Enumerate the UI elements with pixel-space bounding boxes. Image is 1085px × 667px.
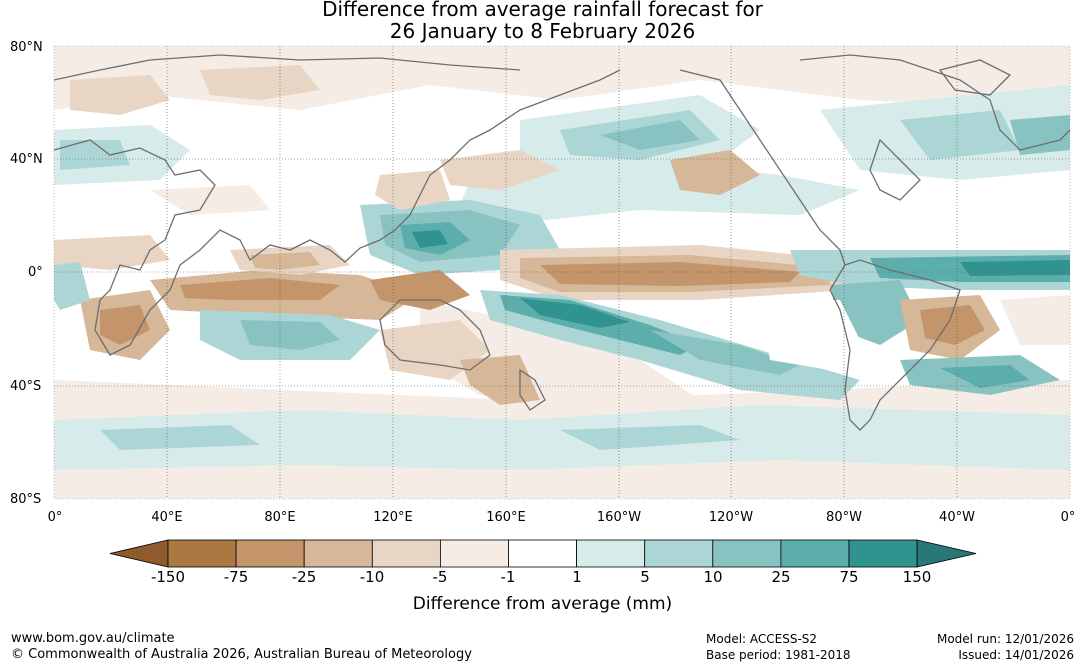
colorbar-swatch	[508, 539, 577, 568]
lon-label-40w: 40°W	[939, 510, 975, 525]
colorbar-tick: -10	[359, 568, 385, 586]
colorbar-tick: -150	[150, 568, 186, 586]
colorbar-swatch	[303, 539, 373, 568]
colorbar-tick: -1	[500, 568, 516, 586]
footer-model-run: Model run: 12/01/2026	[936, 632, 1074, 646]
colorbar-swatch	[235, 539, 305, 568]
lat-label-80s: 80°S	[10, 492, 42, 507]
colorbar-tick: 10	[703, 568, 723, 586]
colorbar-title: Difference from average (mm)	[412, 594, 673, 614]
colorbar-tick: -25	[291, 568, 317, 586]
lon-label-0: 0°	[47, 510, 63, 525]
lon-label-160e: 160°E	[486, 510, 526, 525]
lon-label-120w: 120°W	[708, 510, 754, 525]
colorbar-tick: 75	[839, 568, 859, 586]
colorbar-swatch	[848, 539, 918, 568]
colorbar-tick: 1	[572, 568, 582, 586]
lat-label-equator: 0°	[28, 265, 43, 280]
map-title-line-2: 26 January to 8 February 2026	[389, 19, 696, 43]
colorbar-tick: 25	[771, 568, 791, 586]
lat-label-80n: 80°N	[10, 40, 43, 55]
graticule	[54, 46, 1070, 499]
lon-label-160w: 160°W	[596, 510, 642, 525]
lon-label-0-east: 0°	[1060, 510, 1076, 525]
footer-copyright: © Commonwealth of Australia 2026, Austra…	[11, 647, 472, 662]
colorbar-swatch	[371, 539, 441, 568]
colorbar-swatch	[644, 539, 714, 568]
colorbar	[109, 539, 977, 568]
colorbar-extend-high	[916, 539, 977, 568]
lon-label-80w: 80°W	[826, 510, 862, 525]
colorbar-swatch	[439, 539, 509, 568]
colorbar-swatch	[167, 539, 237, 568]
colorbar-tick: 150	[902, 568, 932, 586]
footer-issued: Issued: 14/01/2026	[958, 648, 1074, 662]
colorbar-swatch	[780, 539, 850, 568]
colorbar-swatch	[712, 539, 782, 568]
lon-label-120e: 120°E	[373, 510, 413, 525]
colorbar-swatch	[576, 539, 646, 568]
anomaly-field	[54, 46, 1070, 499]
footer-url: www.bom.gov.au/climate	[11, 631, 175, 646]
lon-label-40e: 40°E	[151, 510, 183, 525]
coastlines	[53, 54, 1071, 431]
footer-base-period: Base period: 1981-2018	[706, 648, 851, 662]
lat-label-40n: 40°N	[10, 152, 43, 167]
colorbar-tick: -75	[223, 568, 249, 586]
lon-label-80e: 80°E	[264, 510, 296, 525]
lat-label-40s: 40°S	[10, 379, 42, 394]
colorbar-tick: -5	[432, 568, 448, 586]
map-title-line-1: Difference from average rainfall forecas…	[322, 0, 763, 21]
colorbar-extend-low	[109, 539, 169, 568]
colorbar-tick: 5	[640, 568, 650, 586]
footer-model: Model: ACCESS-S2	[706, 632, 818, 646]
